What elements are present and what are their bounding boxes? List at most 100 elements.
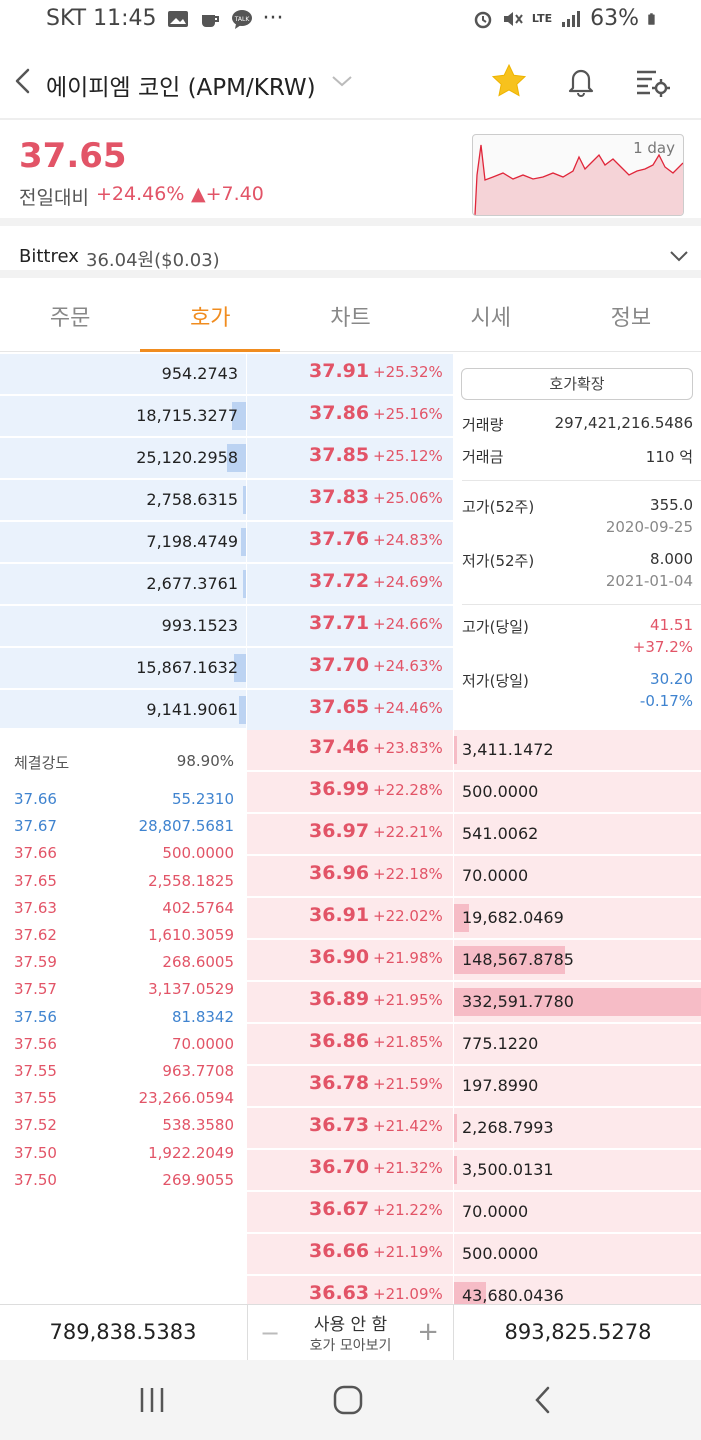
bid-price-cell[interactable]: 36.99 +22.28%: [247, 772, 453, 812]
tab-info[interactable]: 정보: [610, 306, 652, 331]
ask-qty-cell[interactable]: 2,677.3761: [0, 564, 246, 604]
bid-row[interactable]: 36.73 +21.42% 2,268.7993: [0, 1108, 701, 1148]
bid-price-cell[interactable]: 36.70 +21.32%: [247, 1150, 453, 1190]
amount-value: 110 억: [645, 448, 693, 466]
bid-qty-cell[interactable]: 2,268.7993: [454, 1108, 701, 1148]
expand-orderbook-button[interactable]: 호가확장: [461, 368, 693, 400]
bid-pct: +21.42%: [373, 1117, 443, 1135]
tab-market[interactable]: 시세: [470, 306, 511, 331]
bid-price-cell[interactable]: 36.86 +21.85%: [247, 1024, 453, 1064]
bid-row[interactable]: 36.91 +22.02% 19,682.0469: [0, 898, 701, 938]
ask-qty-cell[interactable]: 9,141.9061: [0, 690, 246, 730]
bid-row[interactable]: 36.63 +21.09% 43,680.0436: [0, 1276, 701, 1304]
bid-price-cell[interactable]: 36.91 +22.02%: [247, 898, 453, 938]
trade-price: 37.63: [14, 898, 57, 917]
bid-price-cell[interactable]: 36.66 +21.19%: [247, 1234, 453, 1274]
bell-icon[interactable]: [564, 64, 598, 98]
bid-row[interactable]: 36.78 +21.59% 197.8990: [0, 1066, 701, 1106]
tab-orderbook[interactable]: 호가: [140, 286, 281, 352]
bid-qty-cell[interactable]: 500.0000: [454, 1234, 701, 1274]
bid-price-cell[interactable]: 36.89 +21.95%: [247, 982, 453, 1022]
bid-price: 36.67: [309, 1198, 370, 1220]
bid-qty-cell[interactable]: 332,591.7780: [454, 982, 701, 1022]
back-arrow-icon[interactable]: [8, 64, 42, 98]
chevron-down-icon[interactable]: [668, 248, 690, 264]
ask-price-cell[interactable]: 37.71 +24.66%: [247, 606, 453, 646]
low52-row: 저가(52주) 8.000: [462, 550, 693, 571]
ask-qty-cell[interactable]: 7,198.4749: [0, 522, 246, 562]
bid-row[interactable]: 37.46 +23.83% 3,411.1472: [0, 730, 701, 770]
ask-row[interactable]: 25,120.2958 37.85 +25.12%: [0, 438, 701, 478]
bid-row[interactable]: 36.86 +21.85% 775.1220: [0, 1024, 701, 1064]
ask-price-cell[interactable]: 37.72 +24.69%: [247, 564, 453, 604]
ask-price: 37.76: [309, 528, 370, 550]
ask-row[interactable]: 9,141.9061 37.65 +24.46%: [0, 690, 701, 730]
exchange-row[interactable]: Bittrex 36.04원($0.03): [0, 234, 701, 278]
ask-price-cell[interactable]: 37.70 +24.63%: [247, 648, 453, 688]
tab-chart[interactable]: 차트: [330, 306, 371, 331]
bid-qty-cell[interactable]: 775.1220: [454, 1024, 701, 1064]
bid-price-cell[interactable]: 36.73 +21.42%: [247, 1108, 453, 1148]
bid-row[interactable]: 36.99 +22.28% 500.0000: [0, 772, 701, 812]
tab-order[interactable]: 주문: [49, 306, 91, 331]
bid-row[interactable]: 36.96 +22.18% 70.0000: [0, 856, 701, 896]
bid-row[interactable]: 36.70 +21.32% 3,500.0131: [0, 1150, 701, 1190]
bid-qty-cell[interactable]: 500.0000: [454, 772, 701, 812]
chevron-down-icon[interactable]: [330, 71, 354, 91]
bid-price: 36.66: [309, 1240, 370, 1262]
bid-qty-cell[interactable]: 3,411.1472: [454, 730, 701, 770]
trade-qty: 2,558.1825: [148, 871, 234, 890]
bid-row[interactable]: 36.89 +21.95% 332,591.7780: [0, 982, 701, 1022]
mini-day-chart[interactable]: 1 day: [472, 134, 684, 216]
ask-row[interactable]: 2,758.6315 37.83 +25.06%: [0, 480, 701, 520]
bid-price-cell[interactable]: 36.90 +21.98%: [247, 940, 453, 980]
home-icon[interactable]: [328, 1384, 368, 1416]
ask-row[interactable]: 2,677.3761 37.72 +24.69%: [0, 564, 701, 604]
ask-row[interactable]: 18,715.3277 37.86 +25.16%: [0, 396, 701, 436]
bid-price-cell[interactable]: 36.78 +21.59%: [247, 1066, 453, 1106]
nav-back-icon[interactable]: [524, 1384, 564, 1416]
ask-price-cell[interactable]: 37.65 +24.46%: [247, 690, 453, 730]
ask-price-cell[interactable]: 37.86 +25.16%: [247, 396, 453, 436]
bid-row[interactable]: 36.67 +21.22% 70.0000: [0, 1192, 701, 1232]
ask-row[interactable]: 15,867.1632 37.70 +24.63%: [0, 648, 701, 688]
bid-qty-cell[interactable]: 197.8990: [454, 1066, 701, 1106]
ask-price-cell[interactable]: 37.91 +25.32%: [247, 354, 453, 394]
ask-qty-cell[interactable]: 15,867.1632: [0, 648, 246, 688]
star-icon[interactable]: [490, 62, 528, 100]
ask-price-cell[interactable]: 37.85 +25.12%: [247, 438, 453, 478]
bid-qty-cell[interactable]: 43,680.0436: [454, 1276, 701, 1304]
ask-qty: 954.2743: [161, 364, 238, 383]
ask-qty-cell[interactable]: 954.2743: [0, 354, 246, 394]
bid-row[interactable]: 36.97 +22.21% 541.0062: [0, 814, 701, 854]
bid-price-cell[interactable]: 36.67 +21.22%: [247, 1192, 453, 1232]
ask-row[interactable]: 954.2743 37.91 +25.32%: [0, 354, 701, 394]
bid-qty-cell[interactable]: 541.0062: [454, 814, 701, 854]
bid-row[interactable]: 36.66 +21.19% 500.0000: [0, 1234, 701, 1274]
ask-qty-cell[interactable]: 25,120.2958: [0, 438, 246, 478]
group-minus-button[interactable]: −: [260, 1319, 281, 1347]
bid-qty-cell[interactable]: 19,682.0469: [454, 898, 701, 938]
bid-qty-cell[interactable]: 3,500.0131: [454, 1150, 701, 1190]
ask-row[interactable]: 7,198.4749 37.76 +24.83%: [0, 522, 701, 562]
bid-price-cell[interactable]: 37.46 +23.83%: [247, 730, 453, 770]
bid-price-cell[interactable]: 36.96 +22.18%: [247, 856, 453, 896]
bid-qty-cell[interactable]: 148,567.8785: [454, 940, 701, 980]
bid-qty-cell[interactable]: 70.0000: [454, 1192, 701, 1232]
bid-price-cell[interactable]: 36.63 +21.09%: [247, 1276, 453, 1304]
ask-qty-cell[interactable]: 18,715.3277: [0, 396, 246, 436]
ask-row[interactable]: 993.1523 37.71 +24.66%: [0, 606, 701, 646]
ask-price-cell[interactable]: 37.76 +24.83%: [247, 522, 453, 562]
bid-qty-cell[interactable]: 70.0000: [454, 856, 701, 896]
trade-row: 37.65 2,558.1825: [14, 872, 234, 892]
trade-qty: 23,266.0594: [138, 1089, 234, 1108]
ask-qty-cell[interactable]: 993.1523: [0, 606, 246, 646]
bid-price-cell[interactable]: 36.97 +22.21%: [247, 814, 453, 854]
settings-list-icon[interactable]: [634, 66, 670, 98]
ask-price-cell[interactable]: 37.83 +25.06%: [247, 480, 453, 520]
recent-apps-icon[interactable]: [132, 1384, 172, 1416]
ask-qty-cell[interactable]: 2,758.6315: [0, 480, 246, 520]
bid-row[interactable]: 36.90 +21.98% 148,567.8785: [0, 940, 701, 980]
coin-title[interactable]: 에이피엠 코인 (APM/KRW): [46, 75, 316, 101]
group-plus-button[interactable]: +: [417, 1317, 439, 1347]
